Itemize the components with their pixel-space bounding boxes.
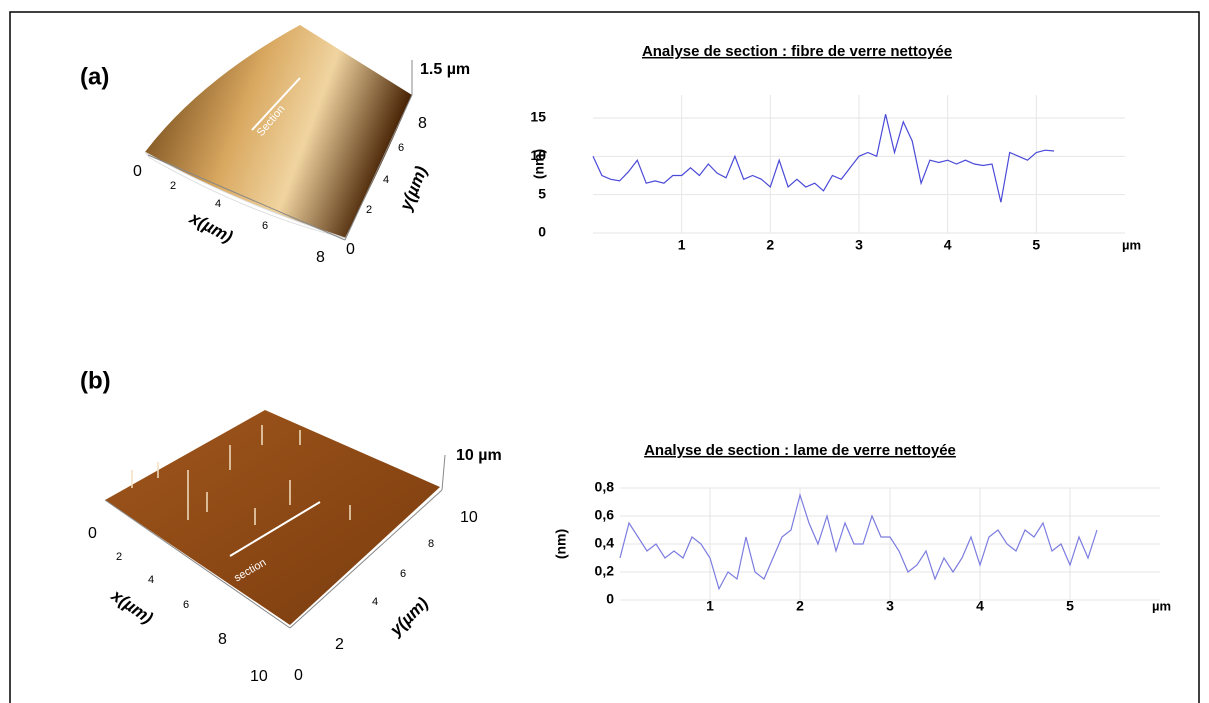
x-tick-label: 1: [678, 237, 686, 253]
y-tick-label: 0,8: [595, 479, 615, 495]
x-tick-label: 4: [976, 598, 984, 614]
x-tick-label: 5: [1066, 598, 1074, 614]
y-tick: 2: [366, 204, 372, 216]
y-axis-label: (nm): [531, 149, 547, 179]
x-axis-label: x(µm): [186, 208, 236, 247]
data-line: [592, 114, 1055, 203]
panel-label: (a): [80, 63, 109, 90]
x-tick-label: 2: [796, 598, 804, 614]
z-scale: 1.5 µm: [420, 61, 470, 78]
y-tick: 8: [418, 115, 427, 132]
z-scale: 10 µm: [456, 447, 502, 464]
y-tick-label: 0,2: [595, 563, 615, 579]
panel-label: (b): [80, 367, 111, 394]
y-tick: 0: [294, 667, 303, 684]
y-tick-label: 5: [538, 185, 546, 201]
x-tick: 8: [218, 631, 227, 648]
y-tick: 6: [398, 142, 404, 154]
x-tick: 6: [183, 599, 189, 611]
frame: [9, 11, 1200, 703]
x-tick: 0: [133, 163, 142, 180]
y-tick: 0: [346, 241, 355, 258]
x-tick: 4: [215, 198, 221, 210]
x-tick-label: 1: [706, 598, 714, 614]
y-tick: 4: [372, 596, 378, 608]
y-axis-label: (nm): [553, 529, 569, 559]
x-axis-unit: µm: [1152, 598, 1171, 613]
y-tick-label: 0,6: [595, 507, 615, 523]
y-tick: 6: [400, 568, 406, 580]
y-tick-label: 10: [530, 147, 546, 163]
x-tick: 0: [88, 525, 97, 542]
x-tick-label: 2: [766, 237, 774, 253]
y-tick-label: 0: [538, 224, 546, 240]
x-tick: 2: [116, 551, 122, 563]
y-axis-label: y(µm): [386, 593, 433, 640]
y-tick-label: 0,4: [595, 535, 615, 551]
y-axis-label: y(µm): [396, 163, 431, 214]
x-tick-label: 4: [944, 237, 952, 253]
y-tick-label: 0: [606, 591, 614, 607]
x-tick: 10: [250, 668, 268, 685]
surface-b: [104, 410, 446, 629]
x-axis-unit: µm: [1122, 237, 1141, 252]
x-tick: 4: [148, 574, 154, 586]
x-tick-label: 5: [1032, 237, 1040, 253]
chart-title: Analyse de section : fibre de verre nett…: [642, 43, 952, 60]
x-tick-label: 3: [886, 598, 894, 614]
x-tick-label: 3: [855, 237, 863, 253]
x-tick: 6: [262, 220, 268, 232]
y-tick: 2: [335, 636, 344, 653]
x-axis-label: x(µm): [107, 585, 156, 628]
y-tick: 10: [460, 509, 478, 526]
x-tick: 2: [170, 180, 176, 192]
data-line: [619, 492, 1098, 591]
chart-title: Analyse de section : lame de verre netto…: [644, 442, 956, 459]
surface-a: [144, 25, 413, 241]
y-tick: 8: [428, 538, 434, 550]
y-tick-label: 15: [530, 109, 546, 125]
y-tick: 4: [383, 174, 389, 186]
x-tick: 8: [316, 249, 325, 266]
